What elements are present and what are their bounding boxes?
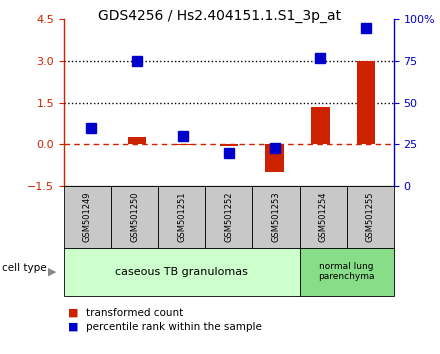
Text: GSM501255: GSM501255: [366, 192, 375, 242]
Text: cell type: cell type: [2, 263, 47, 273]
Text: GSM501250: GSM501250: [130, 192, 139, 242]
Text: GDS4256 / Hs2.404151.1.S1_3p_at: GDS4256 / Hs2.404151.1.S1_3p_at: [99, 9, 341, 23]
Text: GSM501251: GSM501251: [177, 192, 186, 242]
Text: ■: ■: [68, 308, 79, 318]
Bar: [312, 107, 330, 144]
Bar: [174, 144, 192, 145]
Text: transformed count: transformed count: [86, 308, 183, 318]
Text: ▶: ▶: [48, 267, 56, 277]
Bar: [220, 144, 238, 145]
Text: ■: ■: [68, 322, 79, 332]
Bar: [265, 144, 284, 172]
Bar: [357, 61, 375, 144]
Text: caseous TB granulomas: caseous TB granulomas: [115, 267, 248, 277]
Text: percentile rank within the sample: percentile rank within the sample: [86, 322, 262, 332]
Bar: [128, 137, 147, 144]
Text: GSM501254: GSM501254: [319, 192, 328, 242]
Text: GSM501252: GSM501252: [224, 192, 233, 242]
Text: normal lung
parenchyma: normal lung parenchyma: [319, 262, 375, 281]
Text: GSM501253: GSM501253: [271, 192, 280, 242]
Text: GSM501249: GSM501249: [83, 192, 92, 242]
